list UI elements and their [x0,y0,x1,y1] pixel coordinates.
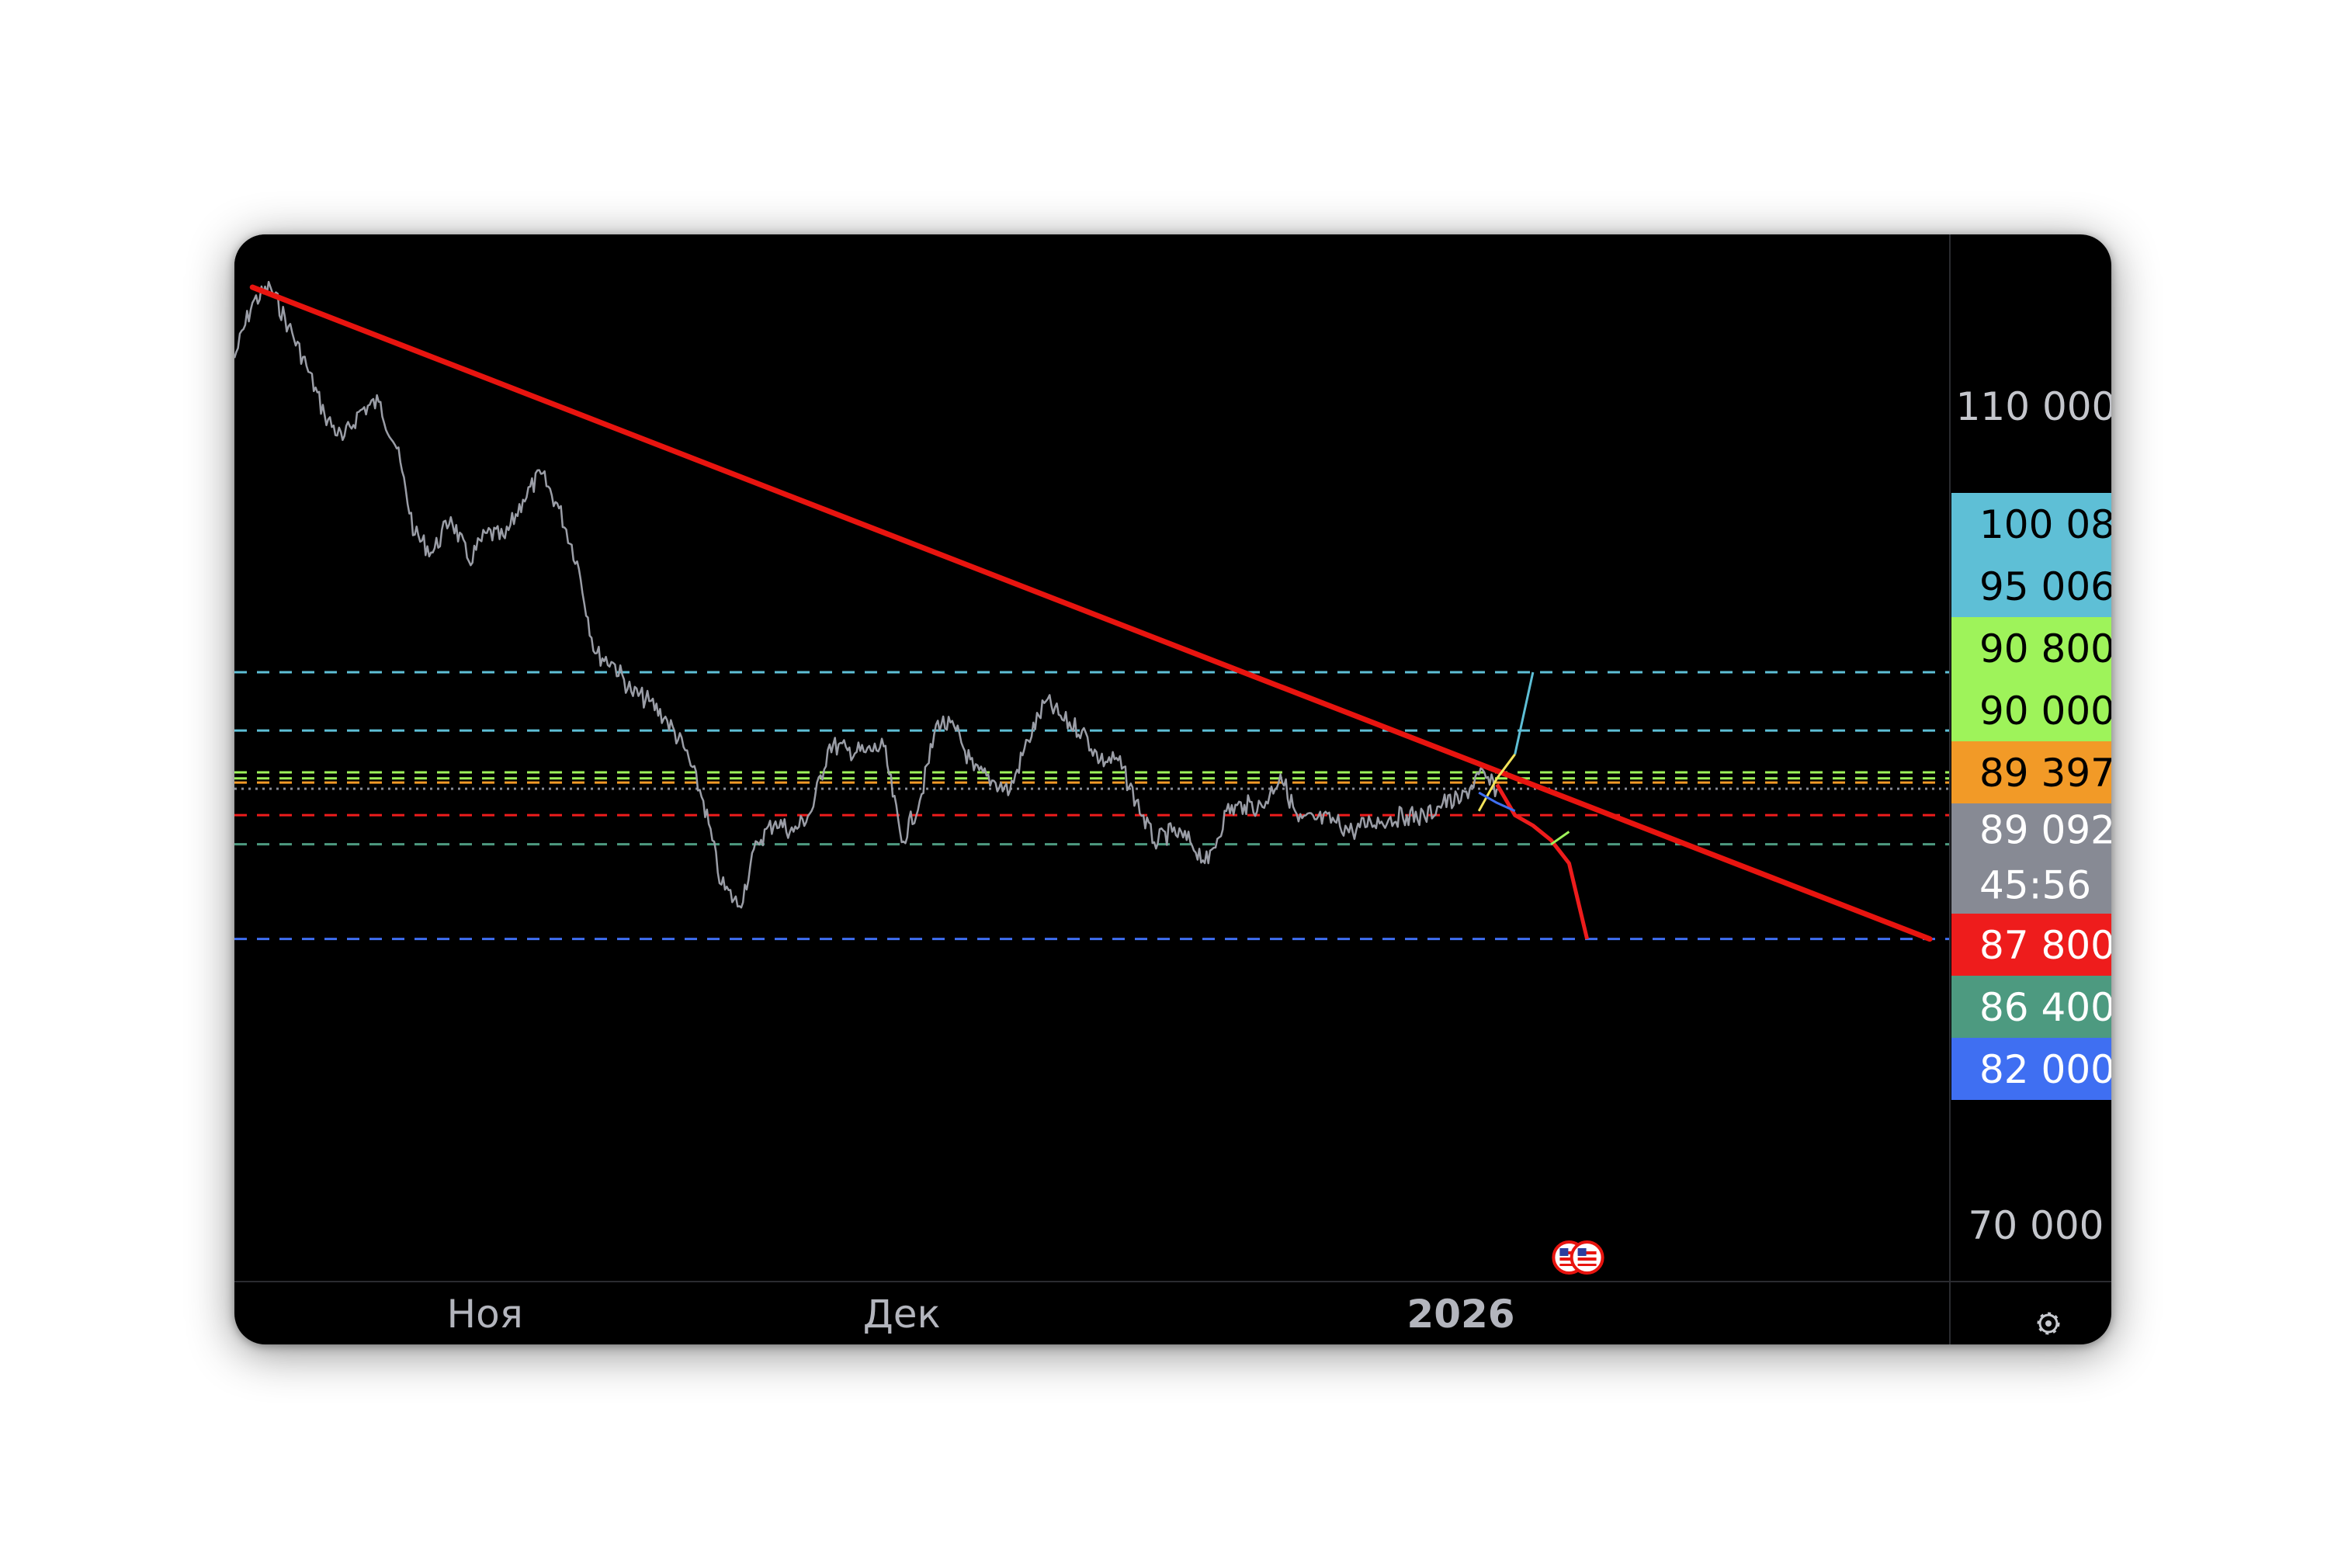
price-tag-label-3: 90 000 [1979,689,2111,734]
projections [1477,671,1590,940]
price-chart: 110 000 70 000 100 080 95 006 90 800 90 000 8… [234,234,2111,1344]
price-tag-label-7: 87 800 [1979,923,2111,968]
price-series-line-0[interactable] [234,280,1498,909]
time-axis-label-1: Дек [863,1292,941,1337]
price-tag-label-4: 89 397 [1979,751,2111,796]
price-tag-4[interactable]: 89 397 [1951,741,2111,803]
price-tag-7[interactable]: 87 800 [1951,914,2111,976]
price-tag-5[interactable]: 89 092 [1951,803,2111,855]
price-tag-0[interactable]: 100 080 [1951,493,2111,555]
price-tag-8[interactable]: 86 400 [1951,976,2111,1038]
price-tag-3[interactable]: 90 000 [1951,679,2111,741]
price-tag-label-9: 82 000 [1979,1047,2111,1092]
time-axis-label-2: 2026 [1407,1292,1514,1337]
settings-icon[interactable] [2037,1312,2060,1335]
projection-path-3[interactable] [1514,671,1535,755]
projection-path-4[interactable] [1478,791,1516,813]
price-tag-1[interactable]: 95 006 [1951,555,2111,617]
downtrend-line[interactable] [249,284,1933,942]
time-axis[interactable]: Ноя Дек 2026 [447,1292,1515,1337]
us-flag-icon[interactable] [1570,1240,1604,1275]
trendlines [249,284,1933,942]
price-axis-label-1: 70 000 [1969,1203,2104,1248]
price-tag-2[interactable]: 90 800 [1951,617,2111,679]
price-tag-label-1: 95 006 [1979,564,2111,609]
price-tag-6[interactable]: 45:56 [1951,855,2111,914]
price-axis-label-0: 110 000 [1956,384,2111,429]
time-axis-label-0: Ноя [447,1292,523,1337]
horizontal-levels [234,671,1949,941]
price-tag-9[interactable]: 82 000 [1951,1038,2111,1100]
price-tag-label-8: 86 400 [1979,985,2111,1030]
price-tag-label-0: 100 080 [1979,502,2111,547]
event-markers [1552,1240,1604,1275]
price-tag-label-5: 89 092 [1979,808,2111,853]
projection-path-2[interactable] [1477,753,1516,812]
chart-card: 110 000 70 000 100 080 95 006 90 800 90 000 8… [234,234,2111,1344]
price-tag-label-6: 45:56 [1979,863,2091,908]
price-series [234,280,1498,909]
price-axis[interactable]: 110 000 70 000 [1956,384,2111,1248]
price-tag-label-2: 90 800 [1979,626,2111,671]
projection-path-1[interactable] [1550,831,1570,845]
price-tags: 100 080 95 006 90 800 90 000 89 397 89 092 45:… [1951,493,2111,1100]
price-panel[interactable] [234,234,1949,1282]
